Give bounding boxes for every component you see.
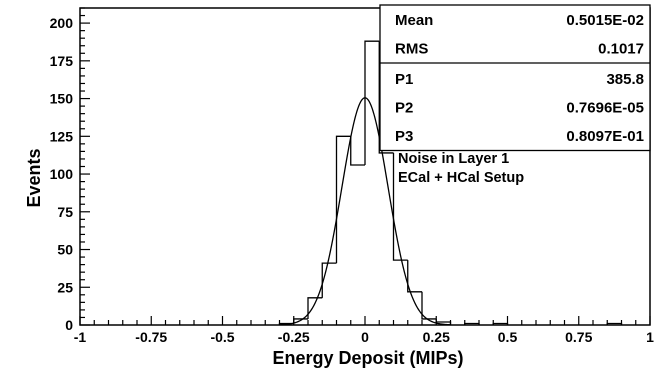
stats-value: 0.5015E-02 (566, 12, 644, 29)
x-tick-label: -0.75 (135, 329, 167, 345)
y-tick-label: 175 (50, 53, 74, 69)
histogram-bin (350, 136, 365, 166)
histogram-bin (321, 262, 337, 298)
y-axis-title: Events (24, 148, 44, 207)
stats-value: 0.7696E-05 (566, 100, 644, 117)
histogram-bin (421, 291, 437, 320)
stats-label: Mean (395, 12, 433, 29)
fit-curve-layer (279, 97, 451, 326)
x-tick-label: -1 (74, 329, 87, 345)
histogram-bin (364, 40, 380, 165)
stats-label: P1 (395, 71, 413, 88)
y-tick-label: 0 (65, 317, 73, 333)
stats-value: 0.1017 (598, 41, 644, 58)
y-tick-label: 150 (50, 91, 74, 107)
annotation-line-2: ECal + HCal Setup (398, 170, 524, 186)
stats-label: P2 (395, 100, 413, 117)
histogram-bin (335, 135, 351, 264)
y-tick-label: 200 (50, 15, 74, 31)
x-tick-label: 0 (361, 329, 369, 345)
stats-value: 385.8 (606, 71, 644, 88)
stats-label: P3 (395, 128, 413, 145)
y-tick-label: 100 (50, 166, 74, 182)
x-tick-label: 0.5 (498, 329, 518, 345)
annotation-line-1: Noise in Layer 1 (398, 151, 509, 167)
x-tick-label: -0.25 (278, 329, 310, 345)
y-tick-label: 75 (57, 204, 73, 220)
y-tick-label: 25 (57, 279, 73, 295)
histogram-bin (378, 41, 394, 154)
axis-ticks: -1 -0.75 -0.5 -0.25 0 0.25 0.5 0.75 1 0 25 50 75 100 1… (50, 7, 654, 345)
x-tick-label: 0.25 (423, 329, 450, 345)
y-tick-label: 125 (50, 128, 74, 144)
histogram-bin (307, 297, 323, 319)
stats-box: Mean 0.5015E-02 RMS 0.1017 P1 385.8 P2 0.7696E-… (379, 4, 651, 152)
gaussian-fit-curve (279, 97, 451, 326)
histogram-bin (407, 260, 422, 293)
histogram-bin (392, 152, 408, 261)
x-tick-label: 0.75 (565, 329, 592, 345)
x-tick-label: -0.5 (210, 329, 234, 345)
stats-label: RMS (395, 41, 428, 58)
x-axis-title: Energy Deposit (MIPs) (272, 348, 463, 368)
x-tick-label: 1 (646, 329, 654, 345)
stats-box-frame (379, 4, 651, 152)
y-tick-label: 50 (57, 242, 73, 258)
stats-value: 0.8097E-01 (566, 128, 644, 145)
